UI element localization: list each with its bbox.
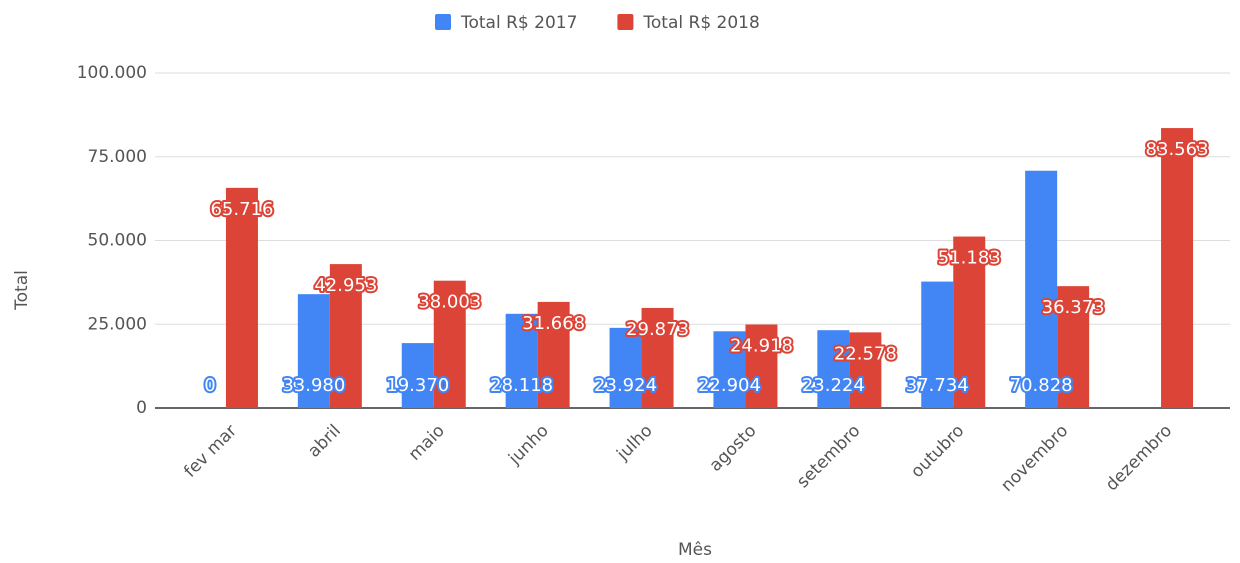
value-label: 19.370 (386, 375, 449, 396)
y-tick-label: 50.000 (88, 231, 147, 251)
value-label: 70.828 (1010, 375, 1073, 396)
bar (1161, 128, 1194, 408)
bar (1025, 170, 1058, 408)
value-label: 31.668 (522, 313, 585, 334)
y-tick-label: 0 (136, 398, 147, 418)
x-tick-label: junho (504, 421, 552, 469)
x-tick-label: outubro (907, 421, 968, 482)
value-label: 33.980 (282, 375, 345, 396)
bar (297, 294, 330, 408)
value-label: 0 (204, 375, 215, 396)
value-label: 28.118 (490, 375, 553, 396)
value-label: 24.918 (730, 336, 793, 357)
bar (609, 327, 642, 408)
bar (329, 264, 362, 408)
value-label: 42.953 (314, 275, 377, 296)
legend-label: Total R$ 2018 (642, 13, 759, 33)
bar (225, 187, 258, 408)
bar (745, 324, 778, 408)
legend-swatch (617, 14, 634, 30)
bar (505, 313, 538, 408)
bar (713, 331, 746, 408)
value-label: 23.224 (802, 375, 865, 396)
x-tick-label: julho (612, 421, 656, 465)
y-tick-label: 75.000 (88, 147, 147, 167)
y-tick-label: 25.000 (88, 314, 147, 334)
x-tick-label: maio (405, 421, 449, 465)
x-tick-label: setembro (793, 421, 864, 492)
x-tick-label: dezembro (1102, 421, 1176, 495)
bar (433, 280, 466, 408)
value-label: 37.734 (906, 375, 969, 396)
legend-swatch (435, 14, 451, 30)
bar (953, 236, 986, 408)
x-tick-label: agosto (706, 421, 761, 476)
value-label: 38.003 (418, 292, 481, 313)
y-tick-label: 100.000 (77, 63, 147, 83)
bar (401, 343, 434, 408)
x-axis-label: Mês (678, 540, 712, 560)
value-label: 65.716 (210, 199, 273, 220)
bar (1057, 286, 1090, 408)
bar (537, 301, 570, 408)
bar (849, 332, 882, 408)
value-label: 83.563 (1146, 139, 1209, 160)
value-label: 22.578 (834, 343, 897, 364)
value-label: 51.183 (938, 248, 1001, 269)
bar (641, 307, 674, 408)
x-tick-label: novembro (997, 421, 1072, 496)
value-label: 29.873 (626, 319, 689, 340)
value-label: 23.924 (594, 375, 657, 396)
bar (817, 330, 850, 408)
x-tick-label: fev mar (180, 421, 241, 482)
value-label: 36.373 (1042, 297, 1105, 318)
y-axis-label: Total (12, 270, 32, 311)
bar (921, 281, 954, 408)
value-label: 22.904 (698, 375, 761, 396)
x-tick-label: abril (304, 421, 345, 462)
legend-label: Total R$ 2017 (460, 13, 577, 33)
